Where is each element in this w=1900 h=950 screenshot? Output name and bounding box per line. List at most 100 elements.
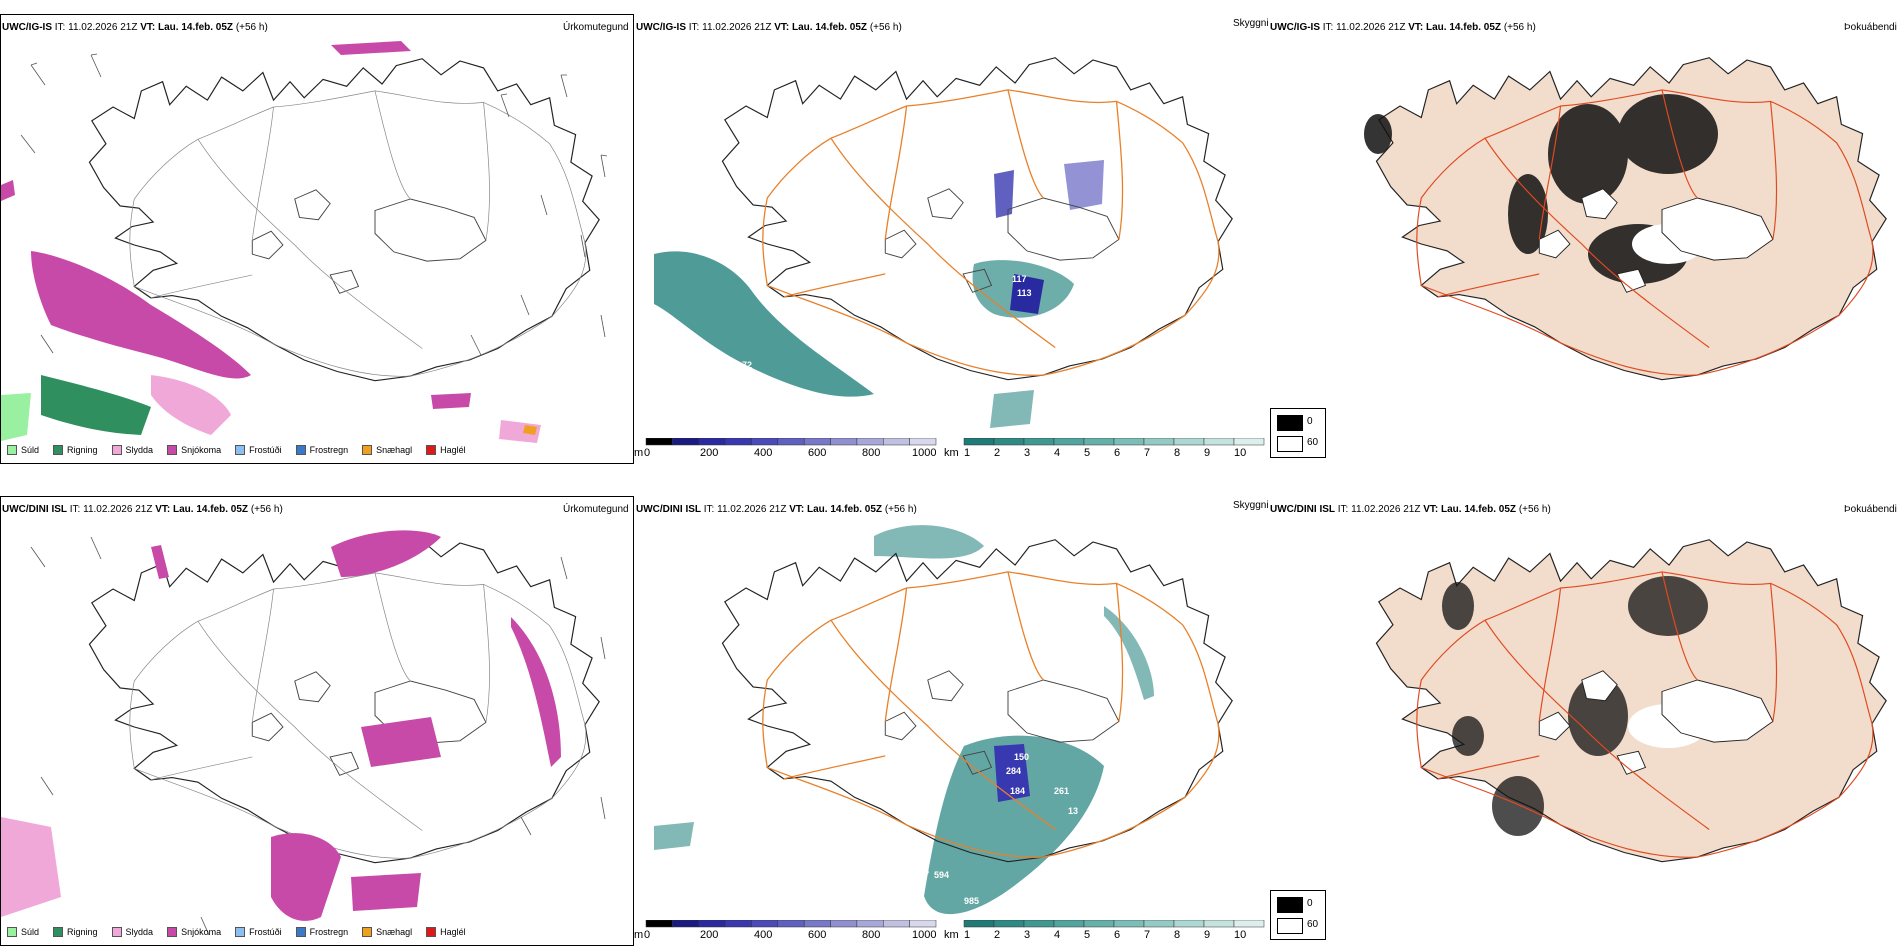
colorbar-swatch: [883, 920, 910, 928]
colorbar-swatch: [993, 438, 1025, 446]
panel-header-top-1: UWC/IG-IS IT: 11.02.2026 21Z VT: Lau. 14…: [2, 22, 268, 33]
precip-legend: Súld Rigning Slydda Snjókoma Frostúði Fr…: [7, 445, 466, 455]
colorbar-swatch: [856, 438, 884, 446]
legend-item: Frostúði: [235, 445, 282, 455]
vis-label: 985: [964, 896, 979, 906]
sleet-area: [151, 375, 231, 435]
snow-area: [351, 873, 421, 911]
legend-item: Snjókoma: [167, 445, 221, 455]
snow-area: [271, 833, 341, 921]
visibility-panel-bottom: 150 284 184 261 13 148 594 985: [634, 496, 1268, 946]
vis-label: 43: [1086, 290, 1096, 300]
vis-label: 594: [934, 870, 949, 880]
panel-header-bottom-3: UWC/DINI ISL IT: 11.02.2026 21Z VT: Lau.…: [1270, 504, 1551, 515]
panel-header-top-2: UWC/IG-IS IT: 11.02.2026 21Z VT: Lau. 14…: [636, 22, 902, 33]
colorbar-swatch: [909, 920, 937, 928]
colorbar-swatch: [645, 920, 673, 928]
low-visibility-area: [924, 735, 1104, 915]
vis-label: 72: [742, 360, 752, 370]
panel-title-fog-bottom: Þokuábendi: [1844, 504, 1897, 515]
visibility-panel-top: 117 113 61 43 72 28: [634, 14, 1268, 464]
legend-item: Haglél: [426, 927, 466, 937]
fog-panel-bottom: [1268, 496, 1900, 946]
vis-label: 61: [1058, 304, 1068, 314]
colorbar-swatch: [672, 920, 699, 928]
colorbar-swatch: [803, 438, 831, 446]
legend-item: Rigning: [53, 927, 98, 937]
legend-item: Súld: [7, 445, 39, 455]
ceiling-colorbar-bottom: m 0 200 400 600 800 1000: [634, 920, 944, 944]
colorbar-swatch: [1023, 920, 1055, 928]
precip-map-top: [1, 41, 608, 443]
panel-title-fog-top: Þokuábendi: [1844, 22, 1897, 33]
colorbar-swatch: [830, 438, 858, 446]
visibility-colorbar-bottom: km 1 2 3 4 5 6 7 8 9 10: [944, 920, 1268, 944]
snow-area: [431, 393, 471, 409]
ceiling-colorbar-top: m 0 200 400 600 800 1000: [634, 438, 944, 462]
colorbar-swatch: [1233, 920, 1265, 928]
colorbar-swatch: [724, 438, 752, 446]
wind-barbs: [30, 536, 606, 936]
vis-label: 13: [1068, 806, 1078, 816]
low-visibility-area: [654, 822, 694, 850]
low-visibility-area: [874, 525, 984, 559]
panel-header-top-3: UWC/IG-IS IT: 11.02.2026 21Z VT: Lau. 14…: [1270, 22, 1536, 33]
colorbar-swatch: [724, 920, 752, 928]
fog-dark-areas: [1442, 576, 1708, 836]
colorbar-swatch: [1233, 438, 1265, 446]
colorbar-swatch: [645, 438, 673, 446]
colorbar-swatch: [751, 438, 779, 446]
colorbar-swatch: [777, 438, 805, 446]
snow-area: [361, 717, 441, 767]
colorbar-swatch: [830, 920, 858, 928]
snow-area: [151, 545, 169, 579]
snow-area: [331, 41, 411, 55]
fog-legend-bottom: 0 60: [1270, 890, 1326, 940]
rain-area: [41, 375, 151, 435]
fog-map-top: [1364, 57, 1887, 381]
low-ceiling-area: [994, 170, 1014, 218]
visibility-map-top: 117 113 61 43 72 28: [654, 57, 1233, 428]
snow-area: [511, 617, 561, 767]
vis-label: 261: [1054, 786, 1069, 796]
legend-item: Snæhagl: [362, 445, 412, 455]
fog-map-bottom: [1375, 539, 1887, 863]
colorbar-swatch: [1143, 920, 1175, 928]
colorbar-swatch: [803, 920, 831, 928]
vis-label: 148: [914, 866, 929, 876]
legend-item: Súld: [7, 927, 39, 937]
colorbar-swatch: [698, 438, 726, 446]
colorbar-swatch: [909, 438, 937, 446]
colorbar-swatch: [993, 920, 1025, 928]
legend-item: Haglél: [426, 445, 466, 455]
snow-pellet-area: [523, 425, 537, 435]
legend-item: Snæhagl: [362, 927, 412, 937]
colorbar-swatch: [1173, 438, 1205, 446]
low-ceiling-area: [1010, 274, 1044, 314]
colorbar-swatch: [1053, 920, 1085, 928]
colorbar-swatch: [1083, 438, 1115, 446]
colorbar-swatch: [963, 438, 995, 446]
panel-header-bottom-1: UWC/DINI ISL IT: 11.02.2026 21Z VT: Lau.…: [2, 504, 283, 515]
colorbar-swatch: [751, 920, 779, 928]
vis-label: 117: [1012, 274, 1027, 284]
fog-legend-top: 0 60: [1270, 408, 1326, 458]
precip-legend: Súld Rigning Slydda Snjókoma Frostúði Fr…: [7, 927, 466, 937]
colorbar-swatch: [1203, 920, 1235, 928]
colorbar-swatch: [1113, 920, 1145, 928]
colorbar-swatch: [1053, 438, 1085, 446]
low-ceiling-area: [1064, 160, 1104, 210]
vis-label: 28: [752, 404, 762, 414]
colorbar-swatch: [1143, 438, 1175, 446]
legend-item: Slydda: [111, 927, 153, 937]
colorbar-swatch: [1023, 438, 1055, 446]
colorbar-swatch: [1173, 920, 1205, 928]
wind-barbs: [20, 53, 608, 356]
low-visibility-area: [654, 251, 874, 397]
colorbar-swatch: [1203, 438, 1235, 446]
precip-panel-bottom: Súld Rigning Slydda Snjókoma Frostúði Fr…: [0, 496, 634, 946]
visibility-colorbar-top: km 1 2 3 4 5 6 7 8 9 10: [944, 438, 1268, 462]
drizzle-area: [1, 393, 31, 441]
colorbar-swatch: [1083, 920, 1115, 928]
precip-map-bottom: [1, 530, 606, 936]
